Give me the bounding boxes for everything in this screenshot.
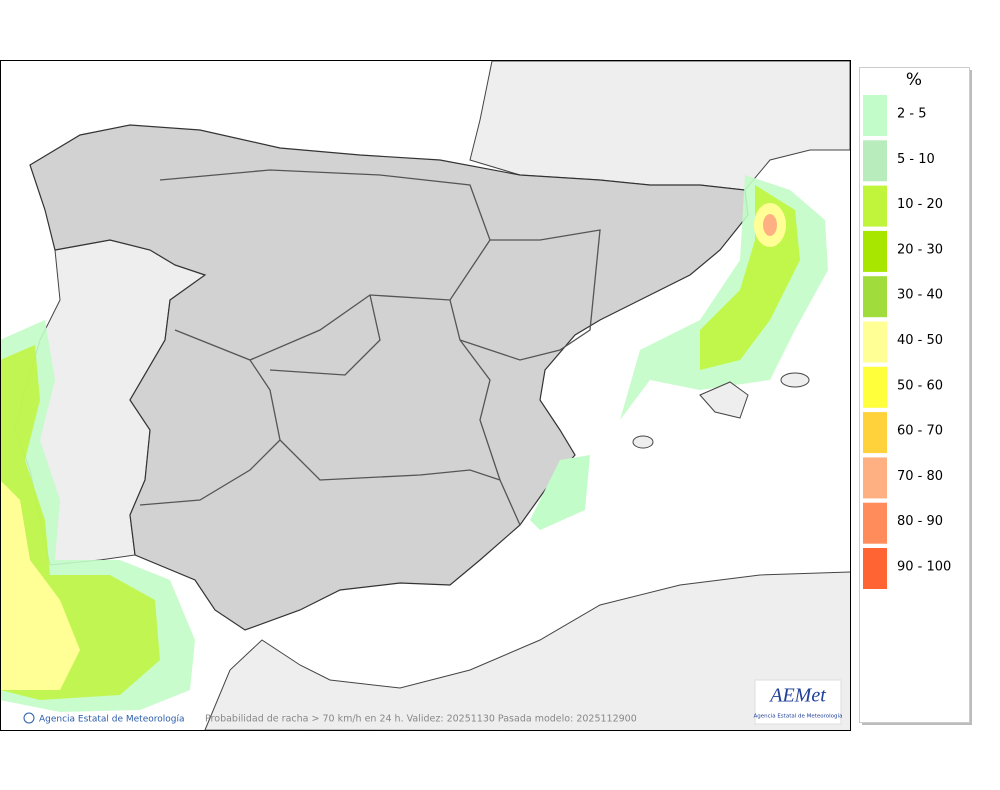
legend-swatch [863, 185, 887, 227]
legend-swatch [863, 366, 887, 408]
logo-subtext: Agencia Estatal de Meteorología [754, 713, 843, 720]
region-borders [139, 169, 601, 526]
legend-swatch [863, 502, 887, 544]
map-area [1, 61, 850, 730]
legend-swatch [863, 230, 887, 272]
legend-swatch [863, 95, 887, 136]
legend-label: 20 - 30 [897, 242, 943, 257]
legend-label: 2 - 5 [897, 107, 927, 122]
legend-swatch [863, 457, 887, 499]
legend-label: 50 - 60 [897, 378, 943, 393]
balearic-islands [632, 372, 810, 449]
legend-swatch [863, 140, 887, 182]
probability-areas [1, 175, 828, 712]
logo-box [754, 679, 842, 725]
africa [204, 571, 850, 730]
legend-title: % [906, 70, 922, 90]
legend-label: 10 - 20 [897, 197, 943, 212]
spain [29, 124, 749, 631]
legend-items: 2 - 5 5 - 10 10 - 20 20 - 30 30 - 40 40 - 50 5… [863, 95, 951, 589]
legend-swatch [863, 276, 887, 318]
logo-text: AEMet [768, 685, 826, 707]
legend-label: 60 - 70 [897, 424, 943, 439]
legend-label: 90 - 100 [897, 560, 951, 575]
legend-label: 30 - 40 [897, 288, 943, 303]
legend-label: 80 - 90 [897, 514, 943, 529]
legend-label: 40 - 50 [897, 333, 943, 348]
legend-label: 5 - 10 [897, 152, 935, 167]
legend-swatch [863, 321, 887, 363]
credit: Agencia Estatal de Meteorología [39, 715, 185, 725]
caption: Probabilidad de racha > 70 km/h en 24 h.… [205, 714, 637, 725]
copyright-icon [23, 712, 35, 724]
legend-swatch [863, 548, 887, 589]
map-frame [0, 60, 851, 731]
legend-label: 70 - 80 [897, 469, 943, 484]
legend-swatch [863, 412, 887, 454]
